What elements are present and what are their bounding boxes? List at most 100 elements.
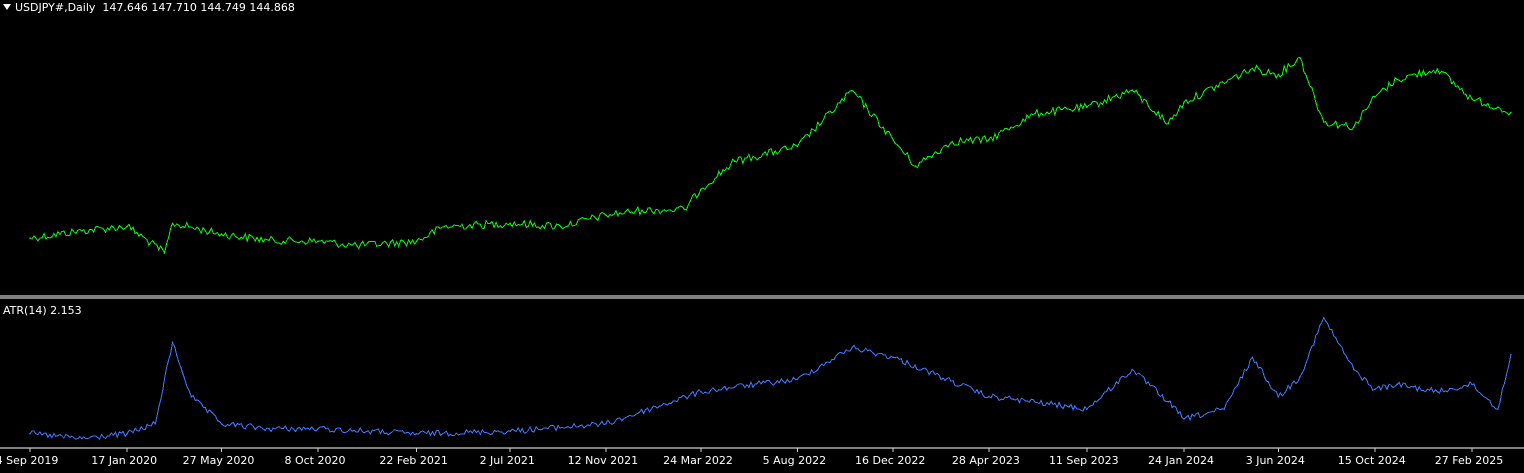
- atr-point: [220, 423, 223, 425]
- atr-point: [796, 378, 799, 381]
- atr-point: [1131, 368, 1133, 371]
- price-point: [1183, 101, 1185, 104]
- time-axis-tick-label: 12 Nov 2021: [568, 454, 638, 467]
- atr-point: [1167, 400, 1169, 403]
- price-point: [1277, 73, 1280, 76]
- price-point: [220, 233, 223, 235]
- price-point: [734, 160, 736, 162]
- atr-point: [171, 341, 174, 344]
- price-point: [1353, 126, 1355, 128]
- time-axis-tick-label: 28 Apr 2023: [952, 454, 1020, 467]
- atr-point: [1396, 383, 1398, 386]
- price-point: [1322, 121, 1325, 123]
- atr-point: [1374, 388, 1376, 391]
- price-point: [509, 222, 512, 225]
- atr-point: [29, 432, 31, 435]
- price-point: [796, 145, 799, 148]
- time-axis-tick-label: 4 Sep 2019: [0, 454, 58, 467]
- atr-point: [317, 428, 319, 430]
- price-point: [81, 230, 83, 232]
- atr-point: [1012, 398, 1015, 401]
- atr-point: [126, 432, 128, 435]
- pane-separator[interactable]: [0, 295, 1524, 449]
- price-point: [29, 237, 31, 239]
- price-point: [1436, 68, 1439, 70]
- atr-point: [700, 391, 702, 393]
- price-line: [29, 56, 1512, 255]
- atr-point: [1223, 408, 1226, 410]
- price-point: [914, 165, 917, 167]
- price-pane-header: USDJPY#,Daily 147.646 147.710 144.749 14…: [3, 1, 295, 14]
- atr-point: [851, 346, 853, 349]
- atr-point: [509, 430, 512, 433]
- price-point: [605, 214, 607, 216]
- time-axis-tick-label: 2 Jul 2021: [480, 454, 535, 467]
- time-axis-tick-label: 8 Oct 2020: [284, 454, 345, 467]
- price-point: [1374, 95, 1376, 98]
- price-point: [415, 240, 418, 243]
- price-point: [317, 240, 319, 243]
- price-point: [700, 188, 702, 190]
- price-point: [951, 140, 953, 143]
- price-point: [641, 209, 643, 211]
- atr-label: ATR(14) 2.153: [3, 304, 82, 317]
- price-point: [443, 225, 445, 228]
- atr-point: [734, 386, 736, 388]
- price-point: [126, 225, 128, 228]
- atr-pane[interactable]: [29, 316, 1512, 440]
- time-axis-tick-label: 5 Aug 2022: [763, 454, 826, 467]
- price-point: [559, 225, 562, 228]
- atr-point: [415, 432, 418, 435]
- price-point: [1497, 106, 1499, 108]
- price-point: [1396, 78, 1398, 81]
- time-axis-tick-label: 17 Jan 2020: [91, 454, 157, 467]
- price-point: [356, 244, 358, 247]
- price-point: [171, 222, 174, 225]
- atr-point: [1353, 368, 1355, 371]
- time-axis-tick-label: 16 Dec 2022: [855, 454, 925, 467]
- time-axis-tick-label: 24 Mar 2022: [663, 454, 733, 467]
- atr-point: [1436, 391, 1439, 393]
- time-axis-tick-label: 3 Jun 2024: [1246, 454, 1305, 467]
- atr-point: [1277, 395, 1280, 398]
- price-point: [1167, 122, 1169, 125]
- time-axis-tick-label: 27 Feb 2025: [1435, 454, 1503, 467]
- atr-line: [29, 316, 1512, 440]
- symbol-label: USDJPY#,Daily: [15, 1, 96, 14]
- price-point: [683, 208, 686, 211]
- price-point: [163, 252, 166, 254]
- dropdown-triangle-icon[interactable]: [3, 4, 11, 10]
- atr-point: [268, 428, 270, 430]
- price-point: [988, 138, 990, 141]
- atr-point: [1497, 408, 1499, 410]
- atr-point: [1471, 383, 1473, 386]
- price-point: [1510, 111, 1512, 114]
- atr-point: [1183, 418, 1185, 420]
- atr-pane-header: ATR(14) 2.153: [3, 304, 82, 317]
- atr-point: [190, 395, 193, 398]
- price-point: [1471, 98, 1473, 100]
- time-axis-tick-label: 27 May 2020: [183, 454, 255, 467]
- time-axis-tick-label: 24 Jan 2024: [1148, 454, 1214, 467]
- price-point: [1131, 89, 1133, 91]
- atr-point: [605, 423, 607, 425]
- atr-point: [1510, 353, 1512, 356]
- time-axis-tick-label: 11 Sep 2023: [1049, 454, 1119, 467]
- atr-point: [1322, 317, 1325, 319]
- ohlc-readout: 147.646 147.710 144.749 144.868: [102, 1, 295, 14]
- time-axis-tick-label: 15 Oct 2024: [1338, 454, 1406, 467]
- atr-point: [1086, 408, 1088, 410]
- time-axis-tick-label: 22 Feb 2021: [379, 454, 447, 467]
- price-point: [1086, 106, 1088, 108]
- price-point: [1251, 67, 1254, 70]
- price-point: [1299, 56, 1301, 59]
- price-pane[interactable]: [29, 56, 1512, 255]
- atr-point: [1251, 356, 1254, 359]
- atr-point: [892, 356, 894, 359]
- price-point: [1034, 113, 1036, 115]
- atr-point: [154, 423, 157, 425]
- price-point: [892, 139, 894, 141]
